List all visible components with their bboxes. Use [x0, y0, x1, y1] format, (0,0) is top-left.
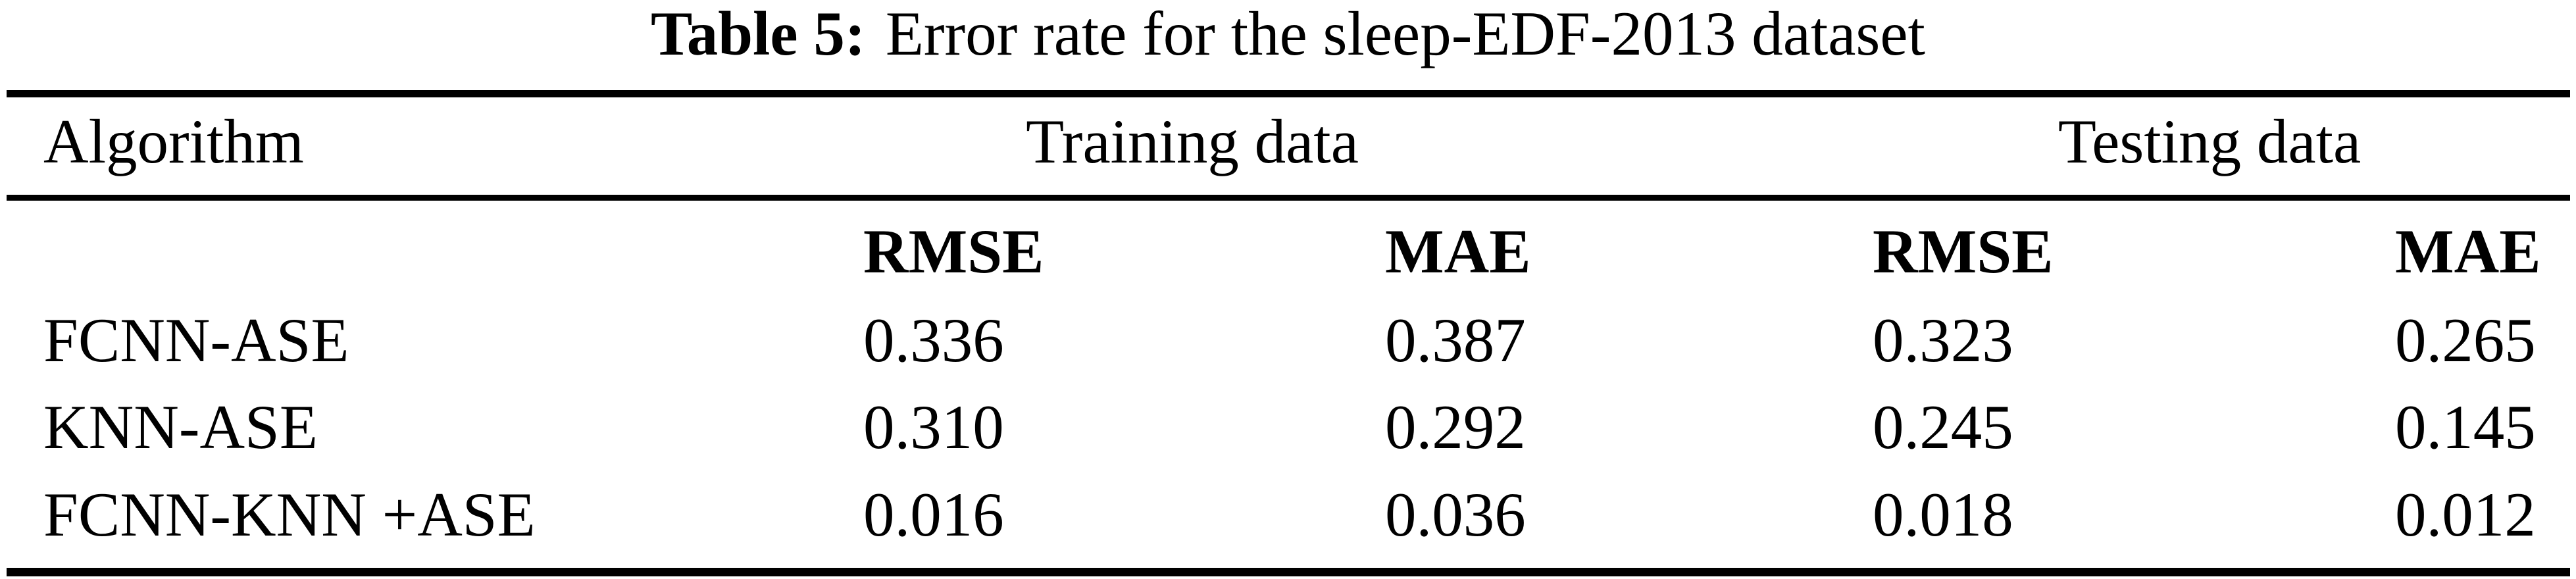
cell-testing-rmse-2: 0.018 — [1873, 480, 2013, 549]
mid-rule — [7, 195, 2570, 201]
cell-training-mae-2: 0.036 — [1385, 480, 1526, 549]
cell-training-mae-1: 0.292 — [1385, 392, 1526, 462]
caption-title: Error rate for the sleep-EDF-2013 datase… — [885, 0, 1925, 68]
caption-label: Table 5: — [651, 0, 866, 68]
cell-testing-rmse-0: 0.323 — [1873, 305, 2013, 375]
top-rule — [7, 90, 2570, 97]
cell-training-rmse-2: 0.016 — [863, 480, 1004, 549]
header-training-mae: MAE — [1385, 216, 1531, 286]
cell-testing-rmse-1: 0.245 — [1873, 392, 2013, 462]
header-training-data: Training data — [1026, 107, 1359, 176]
cell-testing-mae-0: 0.265 — [2395, 305, 2536, 375]
header-testing-data: Testing data — [2058, 107, 2361, 176]
header-testing-rmse: RMSE — [1873, 216, 2054, 286]
row-algorithm-knn-ase: KNN-ASE — [43, 392, 318, 462]
header-training-rmse: RMSE — [863, 216, 1044, 286]
row-algorithm-fcnn-knn-ase: FCNN-KNN +ASE — [43, 480, 536, 549]
bottom-rule — [7, 568, 2570, 576]
header-testing-mae: MAE — [2395, 216, 2541, 286]
cell-training-mae-0: 0.387 — [1385, 305, 1526, 375]
cell-training-rmse-1: 0.310 — [863, 392, 1004, 462]
cell-testing-mae-1: 0.145 — [2395, 392, 2536, 462]
cell-testing-mae-2: 0.012 — [2395, 480, 2536, 549]
header-algorithm: Algorithm — [43, 107, 304, 176]
row-algorithm-fcnn-ase: FCNN-ASE — [43, 305, 349, 375]
cell-training-rmse-0: 0.336 — [863, 305, 1004, 375]
table-caption: Table 5: Error rate for the sleep-EDF-201… — [0, 0, 2576, 70]
